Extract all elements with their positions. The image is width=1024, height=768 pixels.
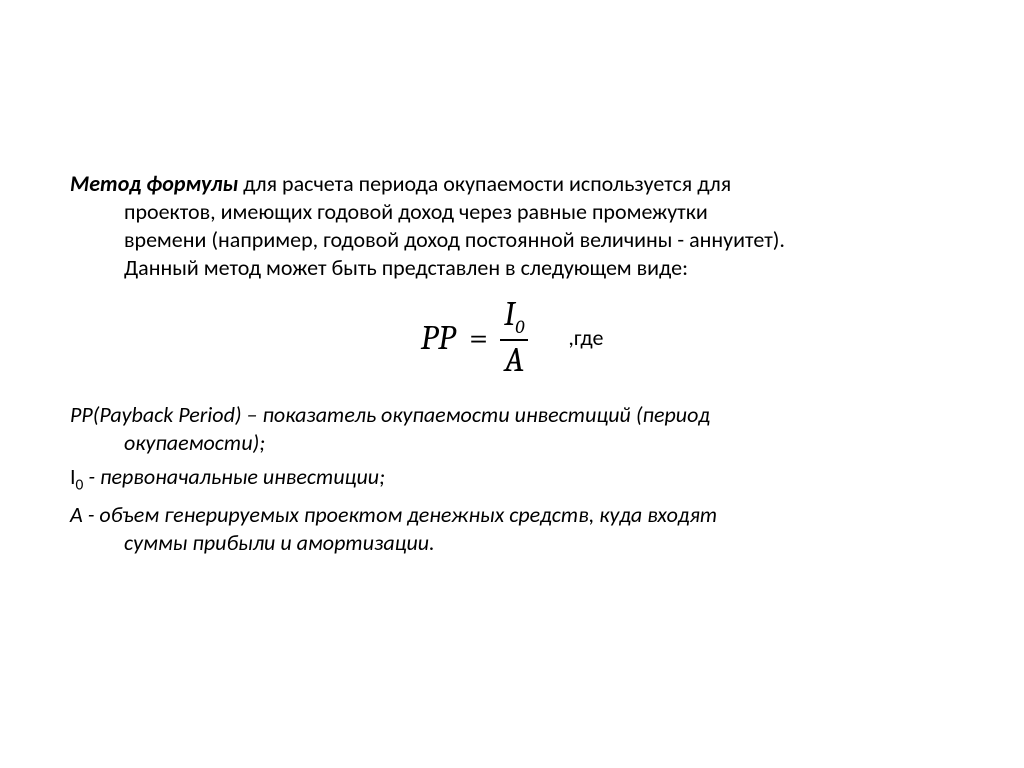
num-sub: 0 xyxy=(515,315,524,337)
intro-line-4: Данный метод может быть представлен в сл… xyxy=(70,254,688,282)
def-a-line-1: A - объем генерируемых проектом денежных… xyxy=(70,501,717,528)
formula-row: PP = I0 A ,где xyxy=(70,297,954,379)
def-a-line-2: суммы прибыли и амортизации. xyxy=(70,529,435,557)
intro-rest-1: для расчета периода окупаемости использу… xyxy=(238,170,731,197)
def-i0-text: - первоначальные инвестиции; xyxy=(83,463,385,490)
intro-line-2: проектов, имеющих годовой доход через ра… xyxy=(70,198,708,226)
formula-denominator: A xyxy=(500,343,528,379)
num-base: I xyxy=(504,294,515,334)
def-pp: PP(Payback Period) – показатель окупаемо… xyxy=(70,401,954,457)
formula: PP = I0 A xyxy=(421,297,529,379)
intro-paragraph: Метод формулы для расчета периода окупае… xyxy=(70,170,954,283)
def-pp-lead: PP(Payback Period) – xyxy=(70,401,258,428)
where-label: ,где xyxy=(568,324,603,351)
formula-numerator: I0 xyxy=(500,297,528,337)
slide: Метод формулы для расчета периода окупае… xyxy=(0,0,1024,768)
def-i0: I0 - первоначальные инвестиции; xyxy=(70,463,954,495)
intro-line-3: времени (например, годовой доход постоян… xyxy=(70,226,785,254)
def-a: A - объем генерируемых проектом денежных… xyxy=(70,501,954,557)
formula-lhs: PP xyxy=(421,318,456,358)
def-pp-rest-1: показатель окупаемости инвестиций (перио… xyxy=(258,401,710,428)
formula-fraction: I0 A xyxy=(500,297,528,379)
formula-eq: = xyxy=(469,318,488,358)
def-pp-rest-2: окупаемости); xyxy=(70,429,265,457)
intro-lead: Метод формулы xyxy=(70,170,238,197)
